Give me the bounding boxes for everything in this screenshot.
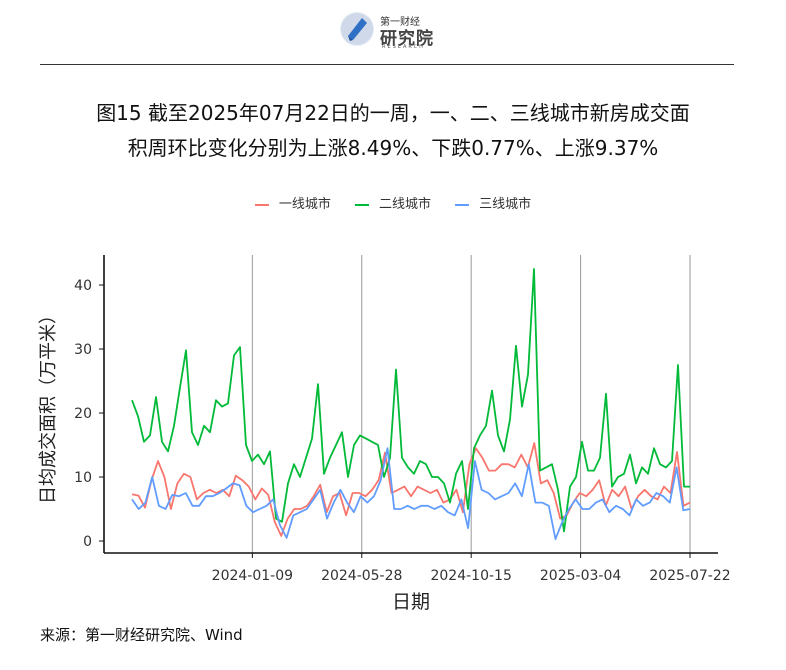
- legend-swatch-tier3: [455, 203, 470, 206]
- x-tick-label-3: 2025-03-04: [540, 568, 621, 584]
- x-tick-label-0: 2024-01-09: [212, 568, 293, 584]
- legend-label-tier3: 三线城市: [479, 197, 532, 212]
- y-tick-label-3: 30: [74, 342, 92, 358]
- legend-item-tier2: 二线城市: [354, 193, 431, 212]
- logo-text-top: 第一财经: [380, 17, 420, 28]
- logo-text-sub: RESEARCH: [382, 44, 425, 50]
- figure-title-line2: 积周环比变化分别为上涨8.49%、下跌0.77%、上涨9.37%: [127, 136, 659, 160]
- vertical-gridlines: [251, 255, 691, 553]
- x-tick-label-4: 2025-07-22: [649, 568, 730, 584]
- series-tier2-line: [131, 268, 690, 533]
- legend-label-tier2: 二线城市: [378, 197, 431, 212]
- legend-label-tier1: 一线城市: [278, 197, 331, 212]
- legend-swatch-tier1: [254, 203, 269, 206]
- figure-title-line1: 图15 截至2025年07月22日的一周，一、二、三线城市新房成交面: [96, 101, 690, 125]
- y-tick-label-1: 10: [74, 470, 92, 486]
- x-tick-labels: 2024-01-09 2024-05-28 2024-10-15 2025-03-04…: [212, 553, 731, 584]
- y-tick-label-0: 0: [83, 534, 92, 550]
- chart-legend: 一线城市 二线城市 三线城市: [0, 193, 786, 212]
- x-axis-title: 日期: [392, 591, 430, 613]
- logo-emblem-icon: [340, 12, 374, 46]
- legend-item-tier1: 一线城市: [254, 193, 331, 212]
- y-tick-label-4: 40: [74, 278, 92, 294]
- x-tick-label-2: 2024-10-15: [430, 568, 511, 584]
- y-tick-label-2: 20: [74, 406, 92, 422]
- logo: 第一财经 研究院 RESEARCH: [336, 8, 446, 54]
- x-tick-label-1: 2024-05-28: [321, 568, 402, 584]
- series-tier1-line: [131, 442, 691, 537]
- y-tick-labels: 0 10 20 30 40: [74, 278, 104, 550]
- y-axis-title: 日均成交面积（万平米）: [38, 306, 59, 504]
- legend-swatch-tier2: [354, 203, 369, 206]
- header-divider: [40, 64, 734, 65]
- legend-item-tier3: 三线城市: [455, 193, 531, 212]
- logo-text-main: 研究院: [380, 29, 434, 49]
- series-tier3-line: [131, 447, 691, 540]
- chart-axes: [103, 255, 718, 554]
- series-lines: [131, 268, 691, 540]
- source-note: 来源：第一财经研究院、Wind: [40, 626, 243, 644]
